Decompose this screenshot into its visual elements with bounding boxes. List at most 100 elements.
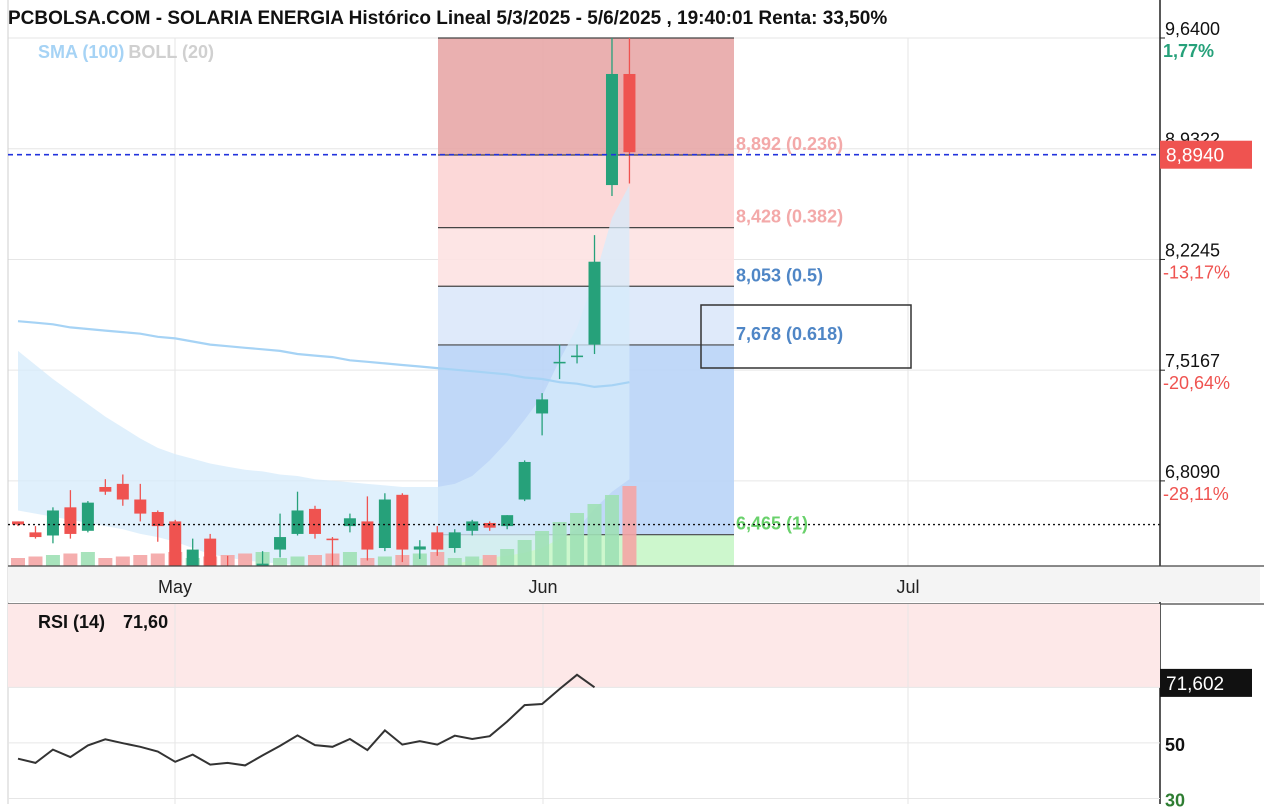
volume-bar (11, 558, 25, 566)
sma-line (17, 320, 630, 389)
indicator-legend: SMA (100) BOLL (20) (38, 42, 214, 63)
candle (361, 496, 374, 561)
candle-body (396, 494, 409, 550)
y-pct-label: -13,17% (1163, 262, 1230, 282)
volume-bar (517, 540, 532, 566)
candle (605, 38, 618, 197)
candle-body (571, 355, 584, 358)
current-price-label: 8,8940 (1166, 146, 1224, 167)
candle (588, 235, 601, 355)
candle (29, 526, 42, 539)
candle-body (361, 521, 374, 550)
candle-body (483, 522, 496, 528)
rsi-title: RSI (14) (38, 612, 106, 632)
candle-body (536, 399, 549, 414)
x-axis-band (8, 566, 1260, 602)
title-bar (0, 0, 1264, 38)
candle (553, 344, 566, 380)
candle (151, 510, 164, 542)
volume-bar (570, 513, 585, 566)
y-tick-label: 6,8090 (1165, 462, 1220, 482)
volume-bar (28, 556, 43, 566)
candle-body (518, 461, 531, 500)
y-tick-label: 8,2245 (1165, 240, 1220, 260)
sma-legend[interactable]: SMA (100) (38, 42, 125, 62)
volume-bar (150, 553, 165, 566)
x-tick-label: May (158, 577, 192, 597)
candle-body (343, 518, 356, 527)
candle (518, 460, 531, 502)
fib-level-label: 8,892 (0.236) (736, 134, 843, 154)
candle (343, 513, 356, 533)
volume-bar (500, 549, 515, 566)
rsi-tick-label: 30 (1165, 790, 1185, 808)
fib-level-label: 6,465 (1) (736, 514, 808, 534)
candle (413, 540, 426, 559)
y-pct-label: -28,11% (1163, 484, 1229, 504)
candle (396, 493, 409, 563)
candle (431, 526, 444, 556)
rsi-overbought-zone (8, 604, 1160, 688)
candle (308, 505, 321, 539)
y-pct-label: -20,64% (1163, 373, 1230, 393)
volume-bar (552, 522, 567, 566)
candle-body (116, 483, 129, 500)
candle-body (169, 521, 182, 572)
candle (466, 519, 479, 536)
volume-bar (98, 558, 113, 566)
y-pct-label: 1,77% (1163, 41, 1214, 61)
candle-body (605, 73, 618, 186)
volume-bar (273, 558, 288, 566)
y-tick-label: 7,5167 (1165, 351, 1220, 371)
candle-body (64, 507, 77, 534)
candle-body (29, 532, 42, 538)
volume-bar (587, 504, 602, 566)
volume-bar (412, 553, 427, 566)
x-tick-label: Jun (528, 577, 557, 597)
volume-bar (238, 553, 253, 566)
candle (571, 344, 584, 364)
fib-level-label: 7,678 (0.618) (736, 324, 843, 344)
candle-body (134, 499, 147, 514)
price-axis: May Jun Jul9,64001,77%8,93228,2245-13,17%7… (8, 0, 1264, 804)
fib-level-label: 8,053 (0.5) (736, 265, 823, 285)
candle-body (501, 515, 514, 527)
volume-bar (45, 555, 60, 566)
candle-body (553, 361, 566, 364)
volume-bar (307, 555, 322, 566)
fib-zone (438, 227, 734, 287)
boll-legend[interactable]: BOLL (20) (128, 42, 215, 62)
highlight-box (700, 304, 912, 369)
candle (64, 490, 77, 539)
fib-zone (438, 155, 734, 228)
candle (12, 521, 24, 527)
candle (448, 529, 461, 553)
boll-band-area (18, 185, 630, 566)
candle-body (291, 510, 304, 534)
current-price-badge (1160, 140, 1252, 169)
candle (291, 491, 304, 536)
candle-body (413, 546, 426, 550)
candle-body (46, 510, 59, 536)
candle (536, 393, 549, 436)
volume-bar (290, 556, 305, 566)
bollinger-band (18, 185, 630, 566)
x-tick-label: Jul (896, 577, 919, 597)
chart-title: PCBOLSA.COM - SOLARIA ENERGIA Histórico … (8, 8, 888, 29)
candle-body (623, 73, 636, 153)
candle-body (204, 538, 217, 569)
candle-body (308, 508, 321, 534)
candle-body (99, 486, 112, 492)
volume-bar (115, 556, 130, 566)
volume-bar (377, 556, 392, 566)
candle (623, 38, 636, 184)
volume-bar (430, 552, 445, 566)
candle-body (151, 512, 164, 527)
candles (12, 38, 636, 592)
candle-body (466, 521, 479, 531)
candle (378, 493, 391, 552)
candle (99, 479, 112, 495)
candle (46, 507, 59, 544)
